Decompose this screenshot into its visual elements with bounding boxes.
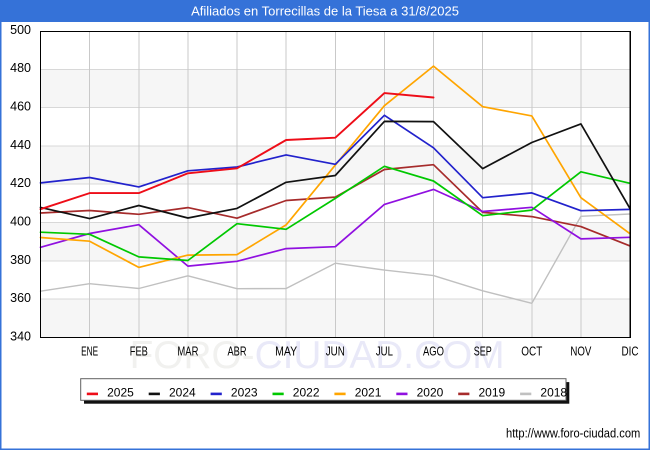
svg-text:NOV: NOV [570,345,592,359]
svg-text:380: 380 [10,253,31,267]
svg-text:DIC: DIC [622,345,639,359]
svg-text:2024: 2024 [169,385,196,399]
svg-text:FORO-: FORO- [130,334,255,377]
svg-text:440: 440 [10,138,31,152]
svg-text:460: 460 [10,100,31,114]
svg-text:CIUDAD.COM: CIUDAD.COM [255,334,505,377]
svg-text:MAR: MAR [177,345,198,359]
svg-text:2023: 2023 [231,385,258,399]
svg-text:340: 340 [10,329,31,343]
svg-text:500: 500 [10,23,31,37]
svg-text:SEP: SEP [474,345,492,359]
svg-text:420: 420 [10,176,31,190]
svg-text:JUL: JUL [376,345,393,359]
svg-text:360: 360 [10,291,31,305]
svg-text:2025: 2025 [107,385,134,399]
svg-text:FEB: FEB [130,345,148,359]
svg-text:2021: 2021 [355,385,382,399]
svg-text:2018: 2018 [540,385,567,399]
svg-text:ABR: ABR [228,345,247,359]
svg-text:ENE: ENE [81,345,98,359]
svg-text:2022: 2022 [293,385,320,399]
svg-text:http://www.foro-ciudad.com: http://www.foro-ciudad.com [506,427,640,441]
svg-text:JUN: JUN [326,345,345,359]
svg-text:Afiliados en Torrecillas de la: Afiliados en Torrecillas de la Tiesa a 3… [191,4,459,19]
svg-text:AGO: AGO [423,345,444,359]
svg-text:MAY: MAY [275,345,298,359]
svg-text:480: 480 [10,61,31,75]
svg-text:2020: 2020 [417,385,444,399]
svg-text:400: 400 [10,215,31,229]
svg-text:2019: 2019 [479,385,506,399]
svg-text:OCT: OCT [521,345,542,359]
